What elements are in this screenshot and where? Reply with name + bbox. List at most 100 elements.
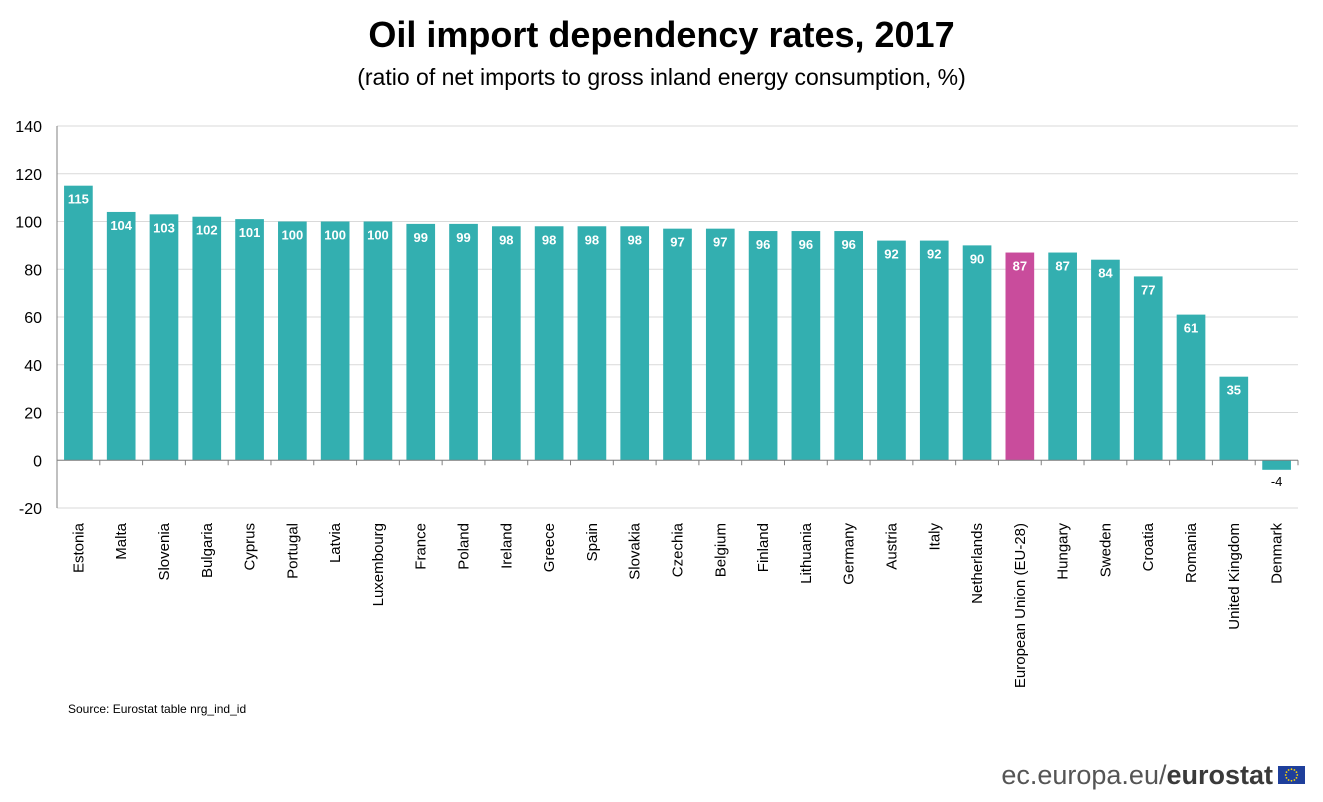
- x-tick-label: Luxembourg: [370, 523, 387, 606]
- bar: [877, 240, 906, 461]
- data-label: 98: [499, 232, 513, 247]
- source-note: Source: Eurostat table nrg_ind_id: [68, 702, 247, 716]
- data-label: 98: [585, 232, 599, 247]
- x-tick-label: Poland: [456, 523, 473, 570]
- bar: [449, 223, 478, 461]
- data-label: 104: [110, 218, 132, 233]
- eu-flag-icon: [1278, 766, 1305, 784]
- x-tick-label: Lithuania: [798, 522, 815, 584]
- data-label: 96: [841, 237, 855, 252]
- x-tick-label: Spain: [584, 523, 601, 561]
- bar: [1005, 252, 1035, 461]
- data-label: 98: [627, 232, 641, 247]
- x-tick-label: Romania: [1183, 522, 1200, 583]
- data-label: 90: [970, 251, 984, 266]
- data-label: 61: [1184, 321, 1198, 336]
- x-tick-label: European Union (EU-28): [1012, 523, 1029, 688]
- y-tick-label: 120: [15, 167, 42, 184]
- x-tick-label: Malta: [113, 522, 130, 559]
- bar: [149, 214, 179, 461]
- x-tick-label: Belgium: [712, 523, 729, 577]
- bar: [64, 185, 93, 461]
- x-tick-label: Slovakia: [627, 522, 644, 579]
- x-tick-label: Austria: [883, 522, 900, 569]
- x-tick-label: Czechia: [670, 522, 687, 577]
- bar: [620, 226, 650, 461]
- data-label: 103: [153, 220, 175, 235]
- x-tick-label: Slovenia: [156, 522, 173, 580]
- bar: [834, 231, 864, 461]
- bar: [1219, 376, 1249, 461]
- bar: [192, 216, 222, 461]
- data-label: 96: [756, 237, 770, 252]
- data-label: 84: [1098, 266, 1113, 281]
- bar: [1133, 276, 1163, 461]
- x-tick-label: Italy: [926, 523, 943, 551]
- x-tick-label: Cyprus: [242, 523, 259, 571]
- data-label: 100: [282, 228, 304, 243]
- x-tick-label: Hungary: [1055, 523, 1072, 580]
- data-label: 98: [542, 232, 556, 247]
- y-tick-label: 20: [24, 406, 42, 423]
- data-label: -4: [1271, 474, 1283, 489]
- chart-subtitle: (ratio of net imports to gross inland en…: [357, 64, 966, 90]
- data-label: 77: [1141, 282, 1155, 297]
- bar: [406, 223, 436, 461]
- data-label: 101: [239, 225, 261, 240]
- bar: [1176, 314, 1206, 461]
- data-label: 92: [927, 247, 941, 262]
- x-tick-label: Bulgaria: [199, 522, 216, 578]
- footer-url: ec.europa.eu/: [1001, 759, 1167, 790]
- bar: [577, 226, 607, 461]
- x-tick-label: Latvia: [327, 522, 344, 563]
- bar: [320, 221, 350, 461]
- bar: [748, 231, 778, 461]
- data-label: 87: [1055, 259, 1069, 274]
- data-label: 100: [367, 228, 389, 243]
- y-tick-label: -20: [19, 501, 42, 518]
- x-tick-label: Sweden: [1097, 523, 1114, 577]
- data-label: 92: [884, 247, 898, 262]
- x-tick-label: Netherlands: [969, 523, 986, 604]
- x-tick-label: Denmark: [1269, 523, 1286, 584]
- data-label: 97: [670, 235, 684, 250]
- y-tick-label: 60: [24, 310, 42, 327]
- bar: [919, 240, 949, 461]
- data-label: 97: [713, 235, 727, 250]
- data-label: 99: [456, 230, 470, 245]
- y-tick-label: 40: [24, 358, 42, 375]
- bar: [705, 228, 735, 461]
- data-label: 99: [414, 230, 428, 245]
- data-label: 100: [324, 228, 346, 243]
- bar: [962, 245, 992, 461]
- data-label: 87: [1013, 259, 1027, 274]
- bar: [791, 231, 821, 461]
- y-tick-label: 140: [15, 119, 42, 136]
- y-tick-label: 0: [33, 453, 42, 470]
- data-label: 96: [799, 237, 813, 252]
- bar: [106, 211, 136, 461]
- data-label: 115: [68, 192, 89, 207]
- bar: [534, 226, 564, 461]
- x-tick-label: Estonia: [70, 522, 87, 573]
- x-tick-label: United Kingdom: [1226, 523, 1243, 630]
- bar: [363, 221, 393, 461]
- x-tick-label: Ireland: [498, 523, 515, 569]
- x-tick-label: Greece: [541, 523, 558, 572]
- y-tick-label: 80: [24, 262, 42, 279]
- bar: [1262, 460, 1291, 470]
- x-tick-label: Germany: [841, 523, 858, 585]
- x-tick-label: Portugal: [284, 523, 301, 579]
- x-tick-label: Croatia: [1140, 522, 1157, 571]
- bar: [663, 228, 692, 461]
- x-tick-label: France: [413, 523, 430, 570]
- footer-brand: ec.europa.eu/eurostat: [1001, 760, 1305, 790]
- x-tick-label: Finland: [755, 523, 772, 572]
- bar: [1048, 252, 1077, 461]
- bar: [491, 226, 521, 461]
- data-label: 35: [1227, 383, 1241, 398]
- data-label: 102: [196, 223, 218, 238]
- y-tick-label: 100: [15, 215, 42, 232]
- bar: [235, 219, 264, 461]
